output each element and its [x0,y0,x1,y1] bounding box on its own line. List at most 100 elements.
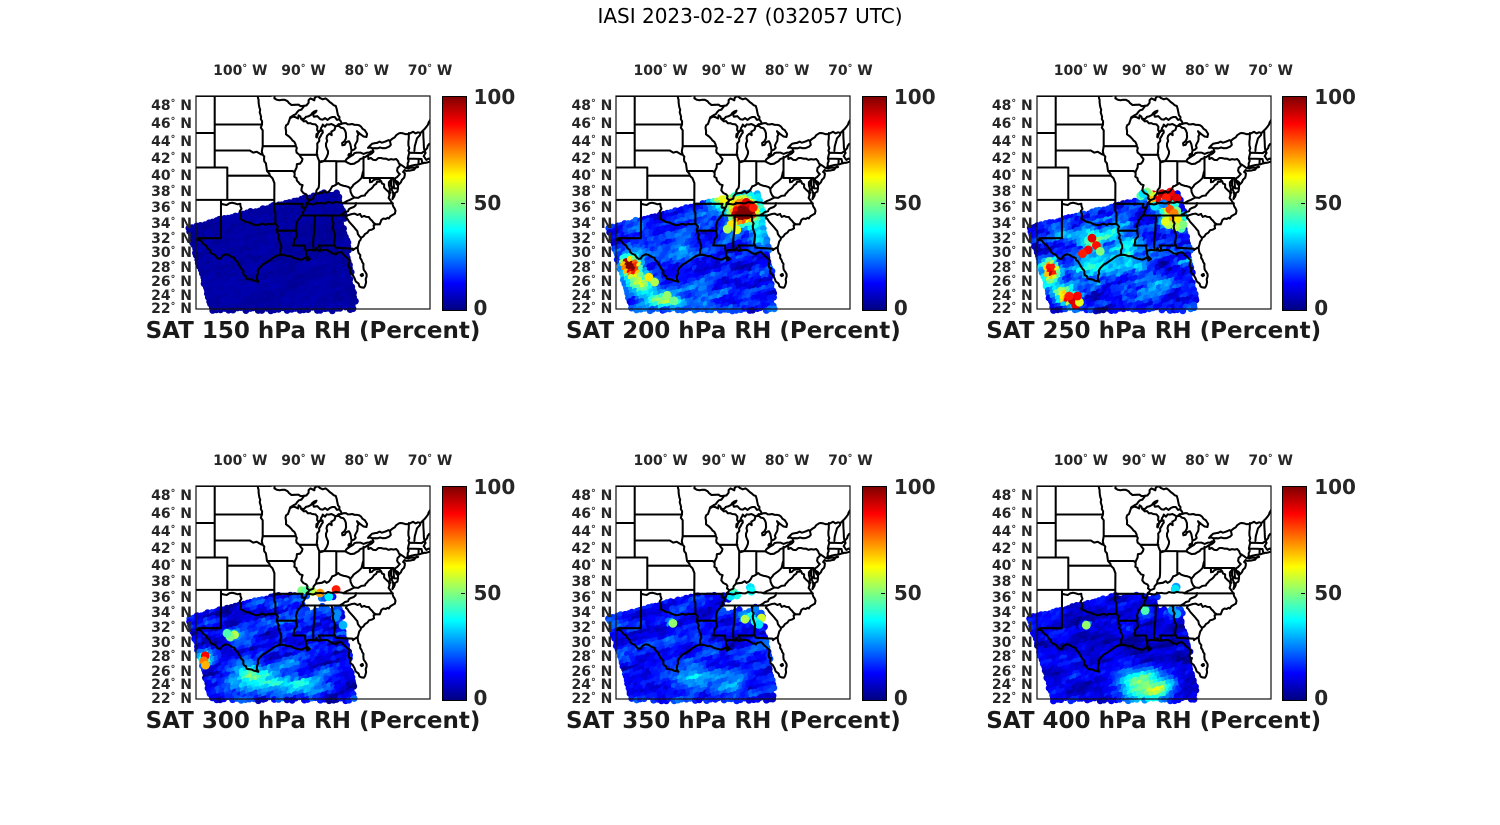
colorbar-label-50: 50 [473,580,502,605]
lon-tick-label: 80° W [344,62,390,79]
colorbar-label-0: 0 [1314,686,1329,711]
axes-frame [1036,95,1272,310]
lat-tick-label: 36° N [151,200,192,217]
lat-tick-label: 32° N [571,230,613,247]
lon-tick-label: 70° W [828,452,873,469]
degree-symbol: ° [170,116,176,128]
colorbar-label-50: 50 [893,580,922,605]
lon-tick-label: 90° W [1121,452,1167,469]
lat-tick-label: 48° N [151,97,192,114]
degree-symbol: ° [591,663,596,675]
degree-symbol: ° [1011,605,1017,617]
lat-tick-label: 24° N [991,287,1033,304]
degree-symbol: ° [170,635,176,647]
lat-tick-label: 44° N [571,523,613,540]
degree-symbol: ° [242,62,248,74]
lat-tick-label: 42° N [151,541,192,558]
degree-symbol: ° [170,691,176,703]
lat-tick-label: 26° N [991,273,1033,290]
degree-symbol: ° [1011,691,1017,703]
lon-tick-label: 100° W [213,62,268,79]
degree-symbol: ° [591,589,596,601]
lon-tick-label: 70° W [828,62,873,79]
degree-symbol: ° [1204,62,1210,74]
degree-symbol: ° [170,506,176,518]
lat-tick-label: 26° N [571,273,613,290]
lat-tick-label: 46° N [991,116,1033,133]
degree-symbol: ° [591,487,596,499]
figure-title: IASI 2023-02-27 (032057 UTC) [597,4,903,28]
lon-tick-label: 80° W [1185,62,1230,79]
degree-symbol: ° [170,200,176,212]
degree-symbol: ° [1011,677,1017,689]
degree-symbol: ° [1011,215,1017,227]
lat-tick-label: 24° N [151,287,192,304]
lat-tick-label: 24° N [571,287,613,304]
degree-symbol: ° [1011,116,1017,128]
lat-tick-label: 46° N [991,506,1033,523]
lat-tick-label: 42° N [571,151,613,168]
colorbar-tick-50 [880,592,885,595]
degree-symbol: ° [591,605,596,617]
lat-tick-label: 22° N [991,691,1033,708]
degree-symbol: ° [1011,589,1017,601]
lon-tick-label: 70° W [1248,452,1293,469]
degree-symbol: ° [170,574,176,586]
degree-symbol: ° [591,620,596,632]
lat-tick-label: 44° N [571,134,613,151]
degree-symbol: ° [170,524,176,535]
degree-symbol: ° [591,287,596,299]
colorbar-label-0: 0 [893,686,908,711]
degree-symbol: ° [1011,259,1017,271]
outlier-data-dots [644,198,758,306]
lat-tick-label: 24° N [571,677,613,694]
degree-symbol: ° [1011,245,1017,257]
degree-symbol: ° [591,168,596,180]
degree-symbol: ° [1011,541,1017,553]
lon-tick-label: 70° W [407,452,453,469]
axes-frame [195,95,431,310]
degree-symbol: ° [784,62,790,74]
map-sat-200-hpa [605,95,851,315]
degree-symbol: ° [170,605,176,617]
colorbar-label-100: 100 [1314,475,1356,500]
colorbar-label-0: 0 [473,686,488,711]
lat-tick-label: 22° N [571,691,613,708]
degree-symbol: ° [170,557,176,569]
panel-title-sat-350-hpa: SAT 350 hPa RH (Percent) [565,708,901,735]
degree-symbol: ° [1083,62,1088,74]
axes-frame [615,485,851,700]
panel-title-sat-250-hpa: SAT 250 hPa RH (Percent) [986,318,1322,345]
degree-symbol: ° [170,287,176,299]
lat-tick-label: 24° N [991,677,1033,694]
degree-symbol: ° [1011,635,1017,647]
degree-symbol: ° [170,97,176,109]
panel-title-sat-200-hpa: SAT 200 hPa RH (Percent) [565,318,901,345]
degree-symbol: ° [1011,168,1017,180]
degree-symbol: ° [591,97,596,109]
degree-symbol: ° [591,200,596,212]
lat-tick-label: 32° N [991,620,1033,637]
axes-frame [615,95,851,310]
lat-tick-label: 30° N [151,635,192,652]
degree-symbol: ° [170,663,176,675]
lat-tick-label: 48° N [151,487,192,504]
degree-symbol: ° [591,184,596,196]
degree-symbol: ° [170,245,176,257]
lat-tick-label: 36° N [991,200,1033,217]
degree-symbol: ° [427,452,432,464]
colorbar-label-100: 100 [893,85,936,110]
lat-tick-label: 46° N [571,116,613,133]
lat-tick-label: 28° N [571,649,613,666]
lat-tick-label: 36° N [571,200,613,217]
lat-tick-label: 38° N [991,184,1033,201]
lat-tick-label: 30° N [991,245,1033,262]
axes-frame [195,485,431,700]
degree-symbol: ° [170,273,176,285]
degree-symbol: ° [591,691,596,703]
lat-tick-label: 40° N [991,557,1033,574]
lat-tick-label: 30° N [571,245,613,262]
degree-symbol: ° [1204,452,1210,464]
lat-tick-label: 36° N [151,589,192,606]
degree-symbol: ° [363,62,369,74]
